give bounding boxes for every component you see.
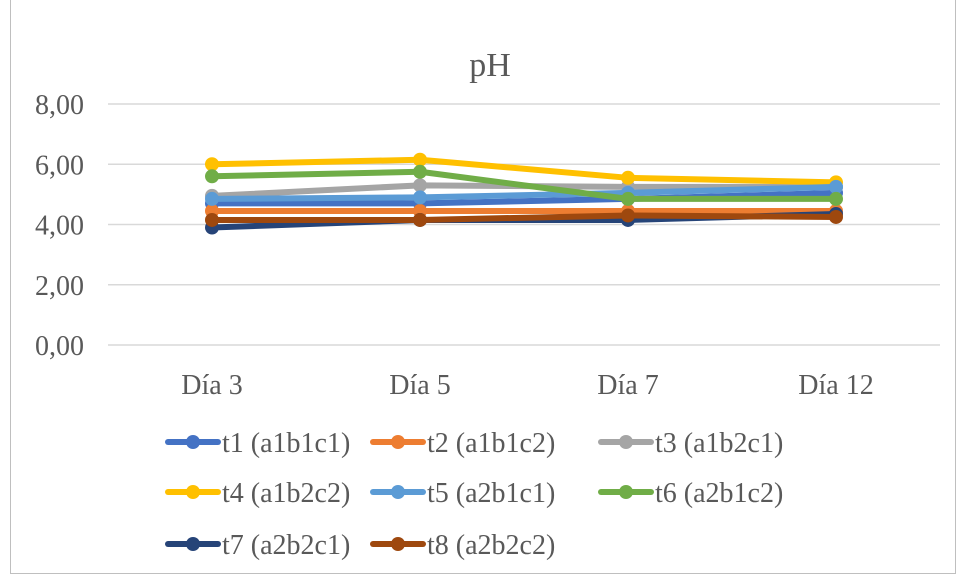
series-line: [209, 212, 839, 223]
data-point: [413, 178, 427, 193]
series-line: [209, 168, 839, 202]
series-6: [205, 164, 843, 206]
legend-swatch-marker: [619, 485, 633, 499]
data-point: [205, 212, 219, 227]
legend-swatch-marker: [391, 485, 405, 499]
legend-swatch-marker: [186, 485, 200, 499]
legend-swatch-marker: [186, 537, 200, 551]
legend-label: t3 (a1b2c1): [655, 428, 783, 459]
legend-swatch-marker: [391, 435, 405, 449]
legend-swatch-marker: [391, 537, 405, 551]
x-tick-label: Día 3: [181, 370, 242, 401]
data-point: [205, 191, 219, 206]
y-axis-ticks: 0,00 2,00 4,00 6,00 8,00: [35, 90, 84, 362]
y-tick-label: 8,00: [35, 90, 84, 121]
y-tick-label: 0,00: [35, 331, 84, 362]
legend-item: t1 (a1b1c1): [165, 428, 350, 459]
data-point: [621, 191, 635, 206]
data-point: [621, 170, 635, 185]
data-point: [413, 190, 427, 205]
series-line: [209, 189, 839, 207]
data-point: [829, 179, 843, 194]
legend-swatch-marker: [186, 435, 200, 449]
legend-item: t3 (a1b2c1): [598, 428, 783, 459]
legend-label: t2 (a1b1c2): [427, 428, 555, 459]
x-tick-label: Día 7: [597, 370, 658, 401]
legend-label: t6 (a2b1c2): [655, 478, 783, 509]
series-line: [209, 156, 839, 186]
chart-frame: [10, 0, 956, 574]
legend-label: t1 (a1b1c1): [222, 428, 350, 459]
legend: t1 (a1b1c1) t2 (a1b1c2) t3 (a1b2c1) t4 (a1b…: [165, 428, 783, 561]
data-point: [829, 209, 843, 224]
y-tick-label: 4,00: [35, 211, 84, 242]
chart-title: pH: [469, 47, 511, 84]
legend-swatch-marker: [619, 435, 633, 449]
legend-item: t4 (a1b2c2): [165, 478, 350, 509]
series-layer: [205, 152, 843, 235]
data-point: [205, 169, 219, 184]
legend-item: t6 (a2b1c2): [598, 478, 783, 509]
series-8: [205, 208, 843, 227]
x-axis-ticks: Día 3 Día 5 Día 7 Día 12: [181, 370, 873, 401]
data-point: [621, 208, 635, 223]
data-point: [413, 212, 427, 227]
y-tick-label: 6,00: [35, 150, 84, 181]
legend-item: t8 (a2b2c2): [370, 530, 555, 561]
data-point: [413, 164, 427, 179]
data-point: [829, 191, 843, 206]
legend-label: t7 (a2b2c1): [222, 530, 350, 561]
legend-label: t5 (a2b1c1): [427, 478, 555, 509]
data-point: [413, 152, 427, 167]
x-tick-label: Día 5: [389, 370, 450, 401]
legend-item: t7 (a2b2c1): [165, 530, 350, 561]
legend-label: t4 (a1b2c2): [222, 478, 350, 509]
x-tick-label: Día 12: [798, 370, 873, 401]
legend-item: t5 (a2b1c1): [370, 478, 555, 509]
legend-item: t2 (a1b1c2): [370, 428, 555, 459]
legend-label: t8 (a2b2c2): [427, 530, 555, 561]
data-point: [205, 157, 219, 172]
y-tick-label: 2,00: [35, 271, 84, 302]
series-line: [209, 183, 839, 202]
